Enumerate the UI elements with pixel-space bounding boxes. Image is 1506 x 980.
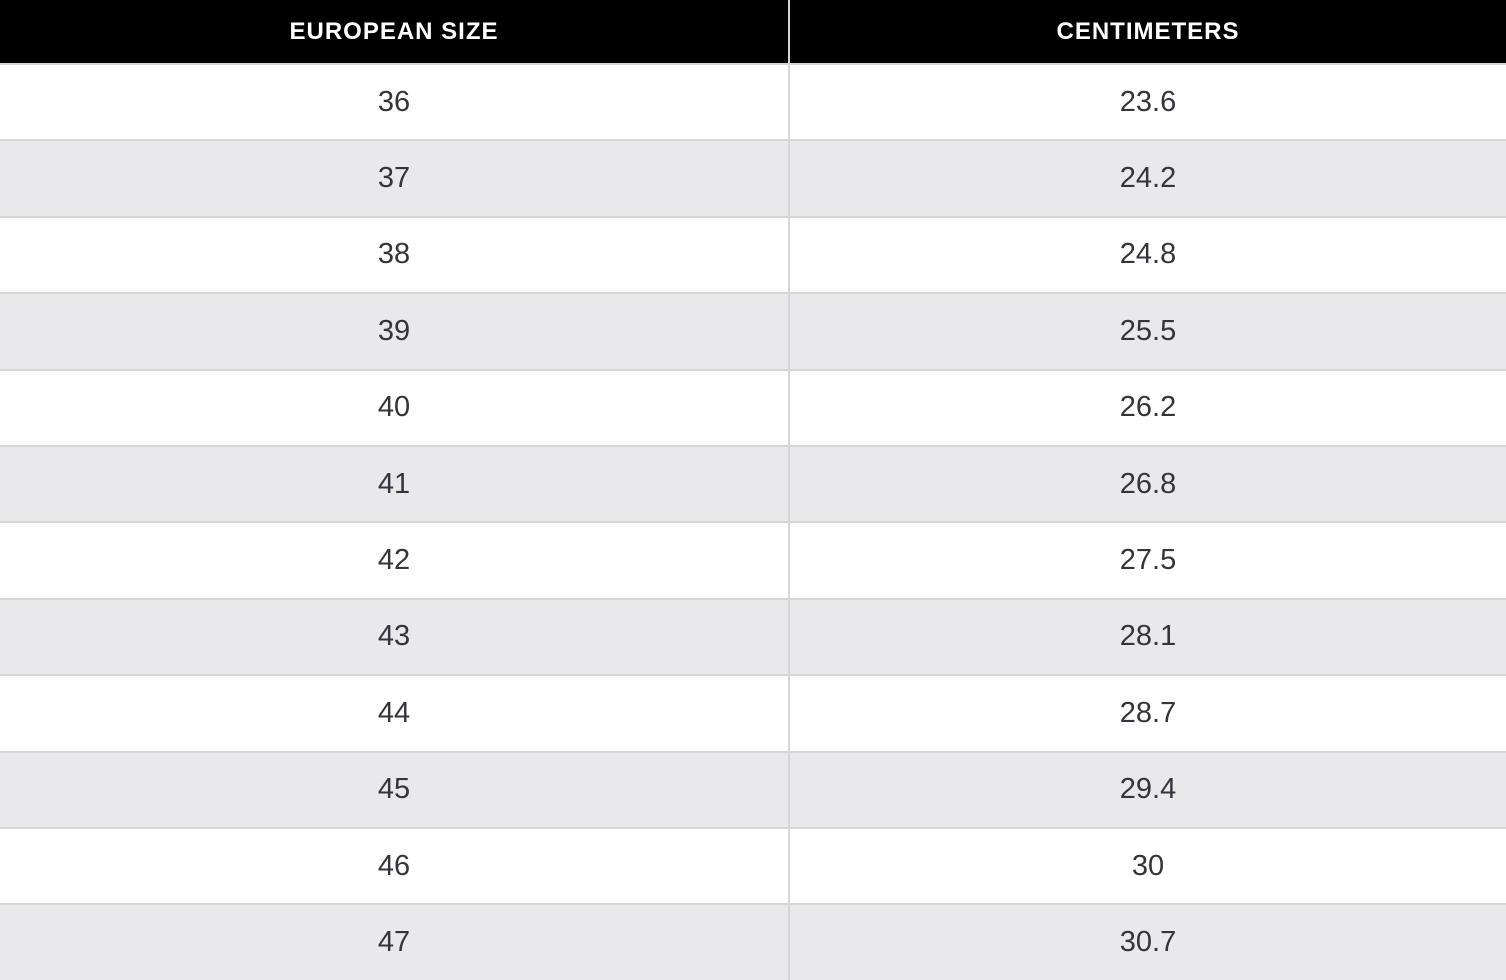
- table-row: 47 30.7: [0, 903, 1506, 980]
- cell-european-size: 42: [377, 544, 411, 577]
- cell-european-size: 38: [377, 238, 411, 271]
- table-row: 45 29.4: [0, 750, 1506, 827]
- cell-centimeters: 23.6: [788, 65, 1506, 140]
- cell-european-size: 44: [377, 696, 411, 729]
- table-row: 43 28.1: [0, 597, 1506, 675]
- table-row: 37 24.2: [0, 139, 1506, 216]
- table-header-row: EUROPEAN SIZE CENTIMETERS: [0, 0, 1506, 63]
- cell-centimeters: 24.2: [788, 141, 1506, 216]
- cell-centimeters: 26.2: [788, 370, 1506, 445]
- cell-european-size: 39: [377, 314, 411, 347]
- cell-centimeters: 27.5: [788, 523, 1506, 598]
- cell-centimeters: 28.1: [788, 599, 1506, 675]
- cell-centimeters: 30: [788, 828, 1506, 904]
- column-header-european-size: EUROPEAN SIZE: [289, 17, 499, 45]
- table-row: 42 27.5: [0, 521, 1506, 598]
- cell-centimeters: 29.4: [788, 752, 1506, 827]
- column-header-centimeters: CENTIMETERS: [788, 0, 1506, 63]
- cell-european-size: 45: [377, 773, 411, 806]
- table-row: 40 26.2: [0, 368, 1506, 445]
- cell-centimeters: 25.5: [788, 294, 1506, 369]
- cell-european-size: 36: [377, 85, 411, 118]
- cell-european-size: 41: [377, 467, 411, 500]
- table-row: 41 26.8: [0, 444, 1506, 522]
- table-row: 46 30: [0, 826, 1506, 904]
- table-row: 38 24.8: [0, 215, 1506, 293]
- table-row: 39 25.5: [0, 292, 1506, 369]
- table-body: 36 23.6 37 24.2 38 24.8 39 25.5 40 26.2 41 26.8 42 27…: [0, 63, 1506, 980]
- cell-centimeters: 30.7: [788, 905, 1506, 980]
- cell-european-size: 43: [377, 620, 411, 653]
- cell-european-size: 47: [377, 925, 411, 958]
- table-row: 36 23.6: [0, 63, 1506, 140]
- cell-centimeters: 28.7: [788, 676, 1506, 751]
- cell-european-size: 37: [377, 162, 411, 195]
- cell-centimeters: 24.8: [788, 217, 1506, 293]
- table-row: 44 28.7: [0, 674, 1506, 751]
- cell-european-size: 40: [377, 391, 411, 424]
- cell-centimeters: 26.8: [788, 446, 1506, 522]
- cell-european-size: 46: [377, 849, 411, 882]
